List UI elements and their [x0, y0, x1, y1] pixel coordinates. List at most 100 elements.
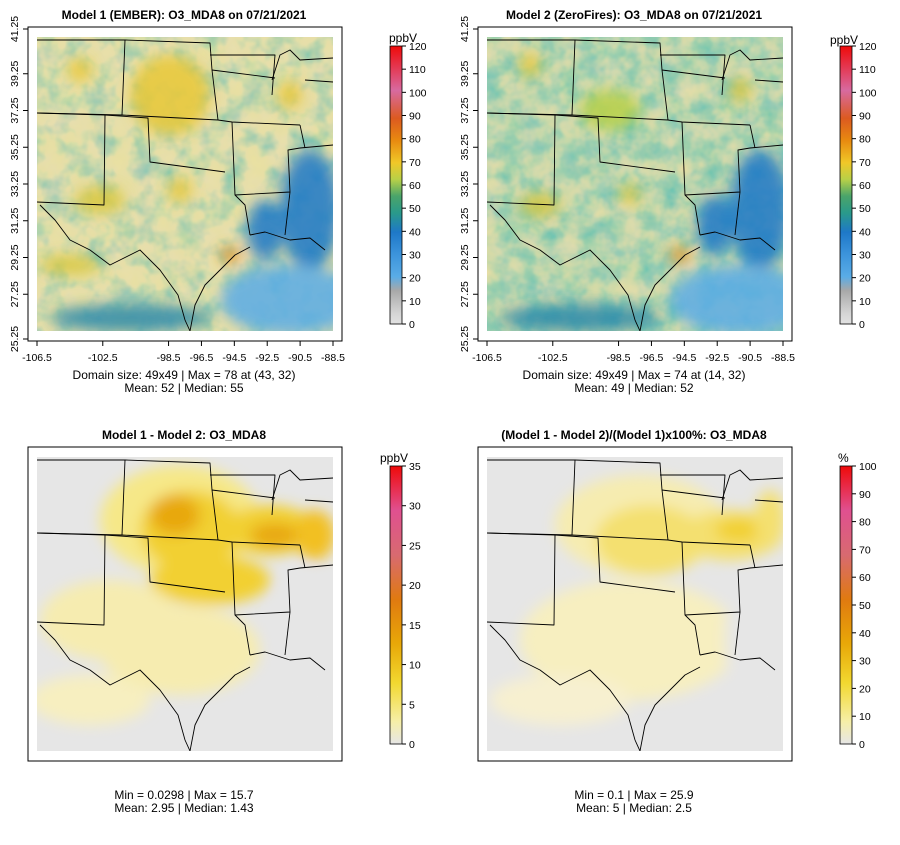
- panel-1-colorbar-unit: ppbV: [389, 31, 417, 45]
- panel-1-map-outline: [37, 39, 333, 331]
- panel-1-xtick-label: -96.5: [189, 352, 213, 364]
- panel-2-colorbar-tick-label: 70: [859, 157, 871, 169]
- panel-2-ytick-label: 31.25: [459, 207, 471, 233]
- panel-3-colorbar-tick-label: 15: [409, 620, 421, 632]
- panel-2-xtick-label: -88.5: [771, 352, 795, 364]
- panel-2-xtick-label: -106.5: [472, 352, 502, 364]
- panel-2-colorbar-tick-label: 80: [859, 134, 871, 146]
- panel-3-stats-line-2: Mean: 2.95 | Median: 1.43: [114, 801, 254, 815]
- panel-4-colorbar-tick-label: 30: [859, 656, 871, 668]
- panel-2-colorbar-ramp: [839, 45, 853, 325]
- panel-2-colorbar-tick-label: 50: [859, 203, 871, 215]
- panel-3-map-outline: [37, 459, 333, 751]
- panel-4-colorbar-tick-label: 70: [859, 544, 871, 556]
- panel-1-colorbar-tick-label: 120: [409, 41, 427, 53]
- panel-4-colorbar-tick-label: 0: [859, 739, 865, 751]
- panel-4-colorbar-tick-label: 80: [859, 517, 871, 529]
- panel-1-ytick-label: 39.25: [9, 60, 21, 86]
- panel-4-map-outline: [487, 459, 783, 751]
- panel-1-colorbar-ramp: [389, 45, 403, 325]
- panel-3-colorbar-tick-label: 25: [409, 540, 421, 552]
- panel-1-ytick-label: 33.25: [9, 171, 21, 197]
- panel-2-xtick-label: -92.5: [705, 352, 729, 364]
- panel-1-colorbar-tick-label: 100: [409, 87, 427, 99]
- panel-1-colorbar-tick-label: 30: [409, 250, 421, 262]
- panel-1-colorbar-tick-label: 0: [409, 319, 415, 331]
- panel-2-colorbar-tick-label: 100: [859, 87, 877, 99]
- panel-1-colorbar-tick-label: 40: [409, 226, 421, 238]
- panel-2-colorbar-tick-label: 30: [859, 250, 871, 262]
- panel-3-colorbar: ppbV 0 5 10 15 20 25 30 35: [380, 451, 421, 751]
- panel-1-x-axis: -106.5 -102.5 -98.5 -96.5 -94.5 -92.5 -90.5 -88…: [22, 340, 345, 364]
- panel-1-xtick-label: -106.5: [22, 352, 52, 364]
- panel-1-ytick-label: 29.25: [9, 244, 21, 270]
- panel-1-xtick-label: -92.5: [255, 352, 279, 364]
- panel-1-colorbar-tick-label: 60: [409, 180, 421, 192]
- panel-4-stats-line-2: Mean: 5 | Median: 2.5: [576, 801, 692, 815]
- panel-2-ytick-label: 37.25: [459, 97, 471, 123]
- panel-4-colorbar-tick-label: 50: [859, 600, 871, 612]
- panel-2-x-axis: -106.5 -102.5 -98.5 -96.5 -94.5 -92.5 -90.5 -88…: [472, 340, 795, 364]
- panel-2-ytick-label: 29.25: [459, 244, 471, 270]
- panel-3-heatmap: [37, 457, 333, 751]
- panel-2-map-outline: [487, 39, 783, 331]
- panel-1-stats-line-2: Mean: 52 | Median: 55: [124, 381, 244, 395]
- panel-2-xtick-label: -96.5: [639, 352, 663, 364]
- panel-1-xtick-label: -88.5: [321, 352, 345, 364]
- panel-3-colorbar-tick-label: 0: [409, 739, 415, 751]
- panel-1-ytick-label: 35.25: [9, 134, 21, 160]
- panel-4-colorbar-tick-label: 40: [859, 628, 871, 640]
- panel-4-colorbar-tick-label: 90: [859, 489, 871, 501]
- panel-2-xtick-label: -102.5: [538, 352, 568, 364]
- panel-1-colorbar-tick-label: 20: [409, 273, 421, 285]
- panel-1-colorbar-tick-label: 50: [409, 203, 421, 215]
- panel-1-y-axis: 25.25 27.25 29.25 31.25 33.25 35.25 37.25 39.25…: [9, 16, 29, 352]
- panel-1-xtick-label: -102.5: [88, 352, 118, 364]
- panel-2-colorbar-tick-label: 10: [859, 296, 871, 308]
- panel-1-ytick-label: 41.25: [9, 16, 21, 42]
- panel-3-title: Model 1 - Model 2: O3_MDA8: [102, 428, 266, 442]
- panel-3-colorbar-tick-label: 30: [409, 501, 421, 513]
- panel-4-stats-line-1: Min = 0.1 | Max = 25.9: [574, 788, 694, 802]
- panel-1-colorbar-tick-label: 10: [409, 296, 421, 308]
- panel-2-colorbar: ppbV 0 10 20 30 40 50 60 70 80 90 100 110 120: [830, 33, 877, 331]
- panel-3-colorbar-tick-label: 35: [409, 461, 421, 473]
- panel-3-colorbar-unit: ppbV: [380, 451, 408, 465]
- panel-3-colorbar-tick-label: 10: [409, 660, 421, 672]
- panel-4-heatmap: [487, 457, 783, 751]
- panel-1-colorbar-tick-label: 90: [409, 111, 421, 123]
- panel-2-stats-line-2: Mean: 49 | Median: 52: [574, 381, 694, 395]
- panel-2-ytick-label: 35.25: [459, 134, 471, 160]
- panel-1-xtick-label: -90.5: [288, 352, 312, 364]
- panel-3-stats-line-1: Min = 0.0298 | Max = 15.7: [114, 788, 254, 802]
- panel-2-ytick-label: 27.25: [459, 281, 471, 307]
- panel-4-colorbar-tick-label: 100: [859, 461, 877, 473]
- panel-1-xtick-label: -94.5: [222, 352, 246, 364]
- panel-2-xtick-label: -98.5: [607, 352, 631, 364]
- panel-2-ytick-label: 41.25: [459, 16, 471, 42]
- panel-1-colorbar-tick-label: 80: [409, 134, 421, 146]
- panel-2-ytick-label: 25.25: [459, 326, 471, 352]
- panel-4-colorbar: % 0 10 20 30 40 50 60 70 80 90 100: [838, 451, 877, 751]
- panel-1-colorbar-tick-label: 110: [409, 64, 426, 76]
- panel-2-colorbar-tick-label: 40: [859, 226, 871, 238]
- panel-2-colorbar-tick-label: 0: [859, 319, 865, 331]
- panel-4: (Model 1 - Model 2)/(Model 1)x100%: O3_M…: [477, 428, 877, 815]
- panel-3-colorbar-ramp: [389, 465, 403, 745]
- panel-4-colorbar-ramp: [839, 465, 853, 745]
- panel-1-colorbar-tick-label: 70: [409, 157, 421, 169]
- panel-1-ytick-label: 31.25: [9, 207, 21, 233]
- panel-2-ytick-label: 39.25: [459, 60, 471, 86]
- panel-1-heatmap: [37, 37, 333, 331]
- panel-4-frame: [477, 446, 793, 762]
- panel-2-xtick-label: -90.5: [738, 352, 762, 364]
- panel-3-frame: [27, 446, 343, 762]
- panel-2-stats-line-1: Domain size: 49x49 | Max = 74 at (14, 32…: [523, 368, 746, 382]
- panel-1-ytick-label: 37.25: [9, 97, 21, 123]
- panel-2-heatmap: [487, 37, 783, 331]
- panel-2-colorbar-tick-label: 90: [859, 111, 871, 123]
- panel-1-xtick-label: -98.5: [157, 352, 181, 364]
- panel-1-stats-line-1: Domain size: 49x49 | Max = 78 at (43, 32…: [73, 368, 296, 382]
- panel-4-colorbar-tick-label: 20: [859, 683, 871, 695]
